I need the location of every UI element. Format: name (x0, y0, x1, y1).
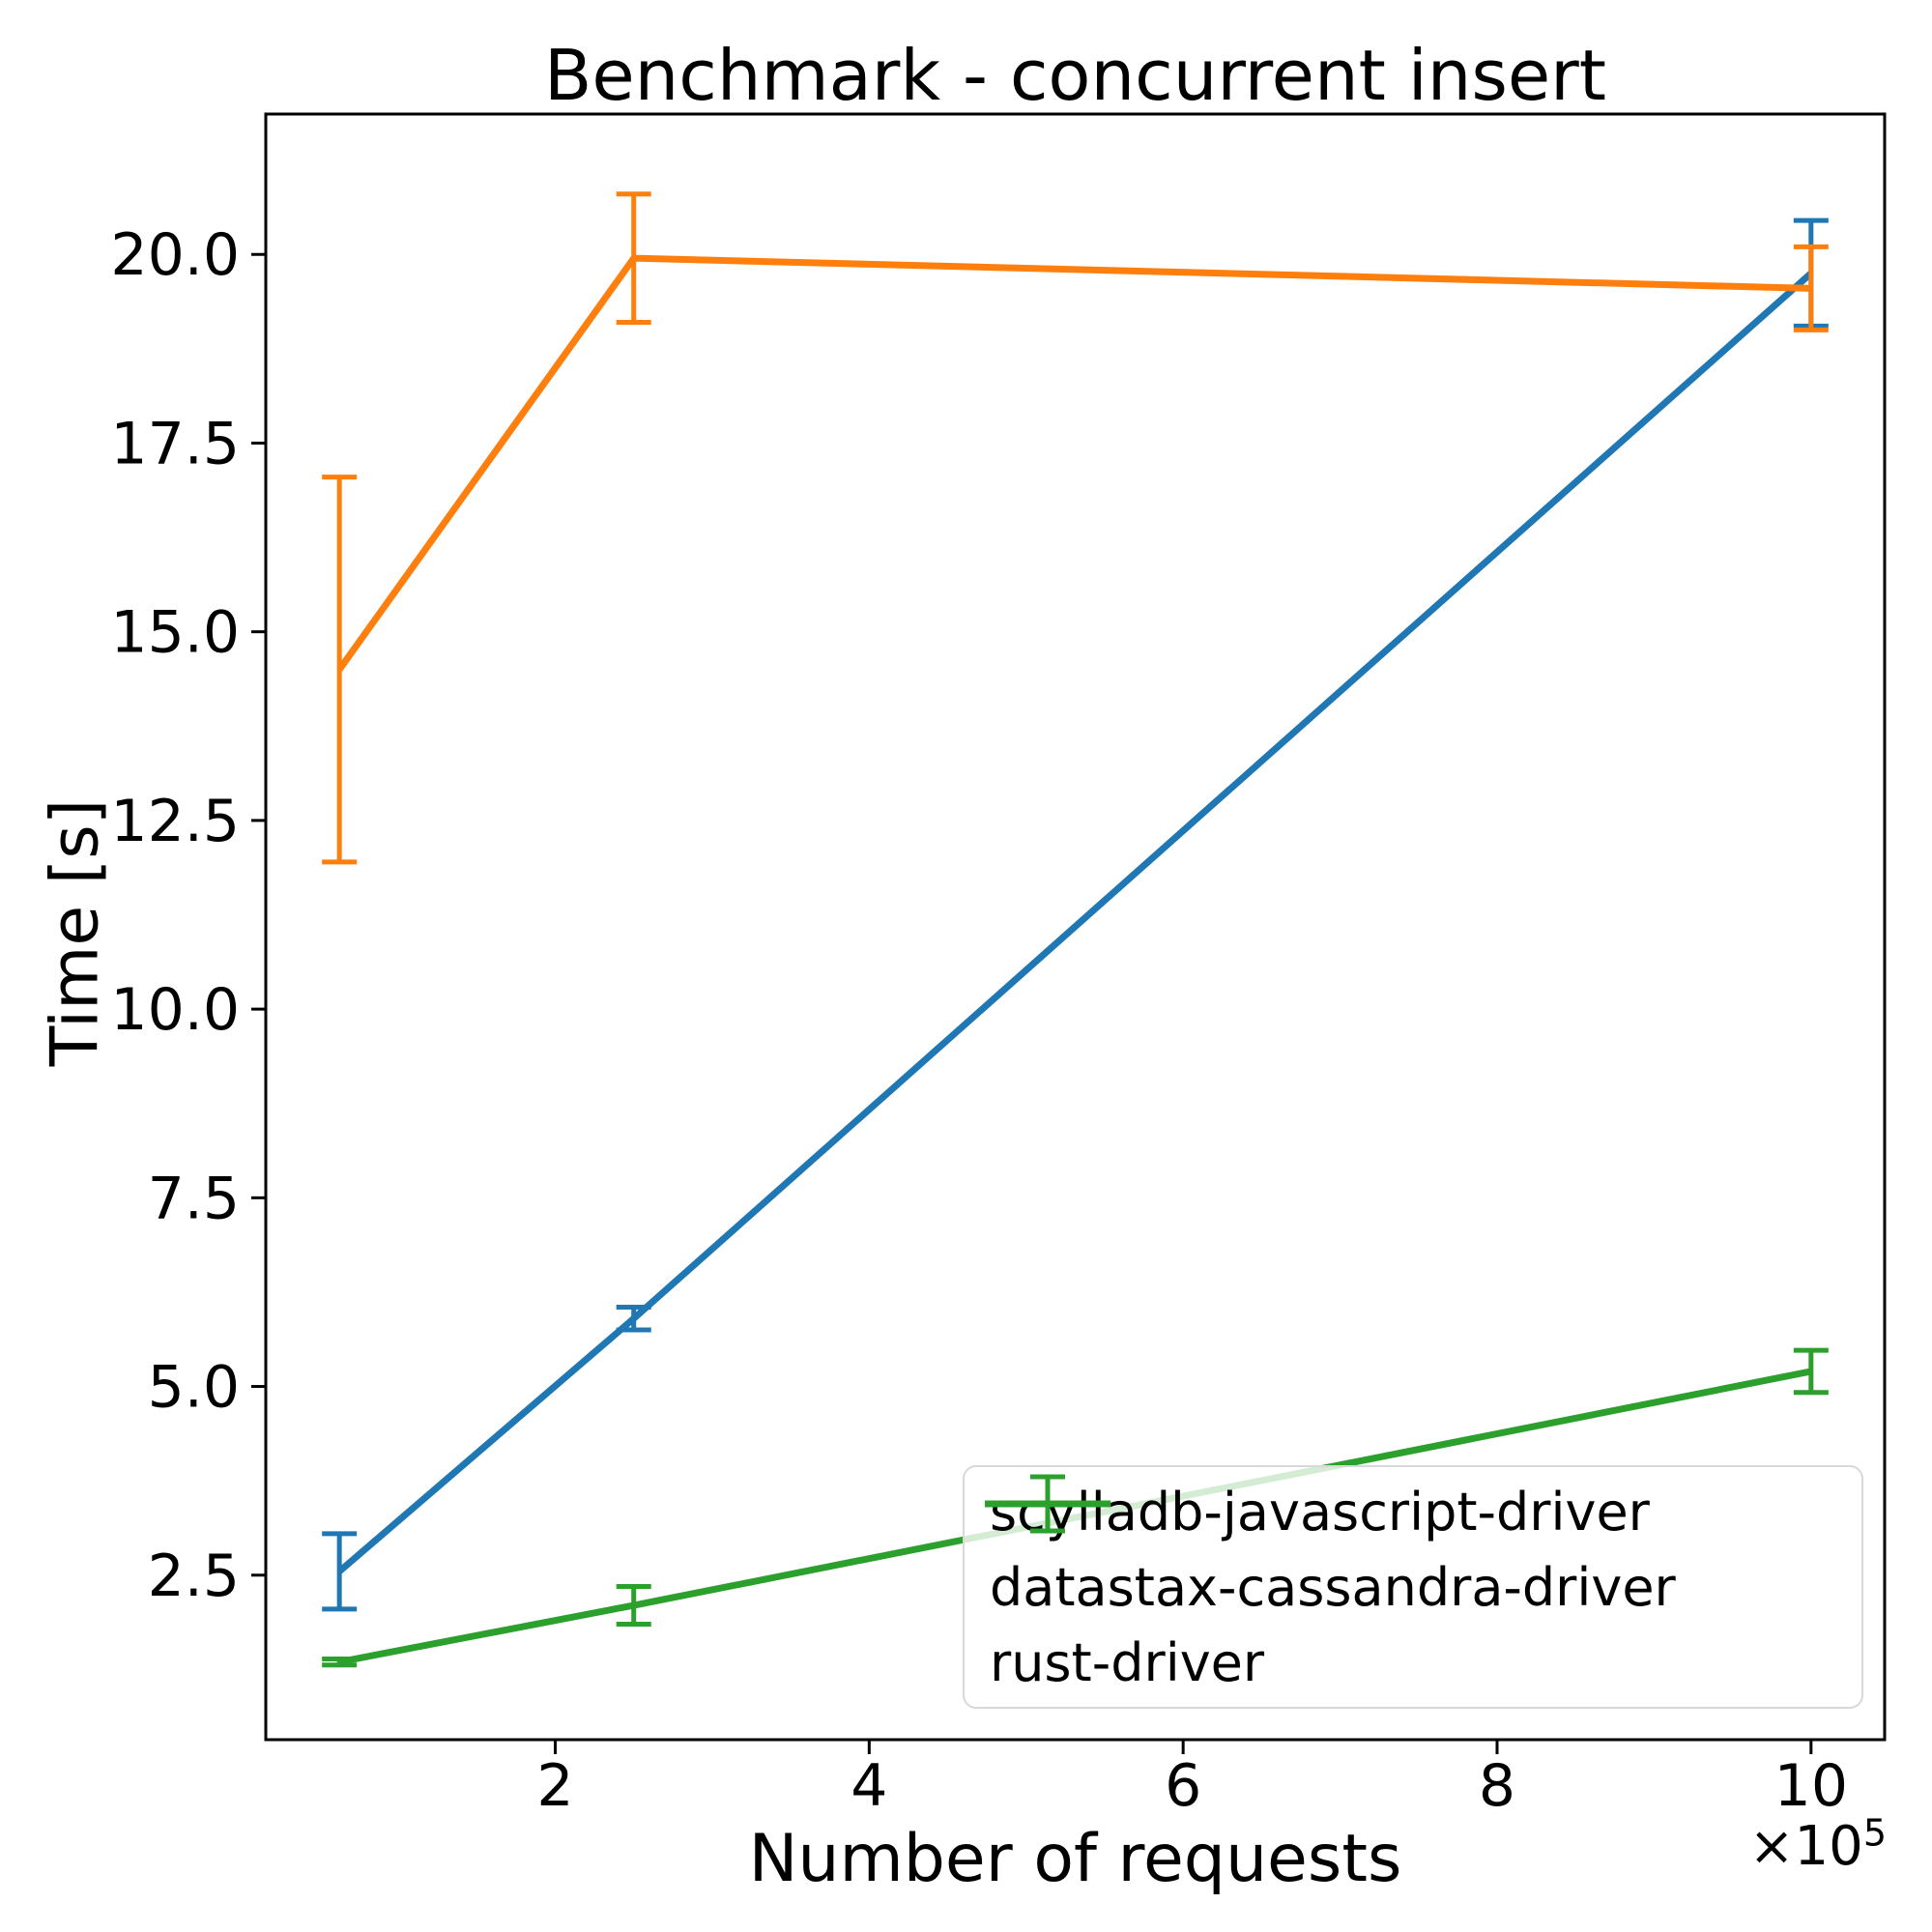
y-tick-label: 5.0 (148, 1354, 240, 1422)
x-tick-label: 2 (536, 1752, 573, 1820)
errorbar-rust-driver-0 (322, 1656, 358, 1668)
x-axis-multiplier-exponent: 5 (1862, 1811, 1887, 1855)
x-tick-label: 10 (1774, 1752, 1848, 1820)
series-line-scylladb-javascript-driver (336, 271, 1814, 1574)
errorbar-scylladb-javascript-driver-1 (616, 1305, 651, 1333)
legend-label: scylladb-javascript-driver (990, 1481, 1650, 1543)
x-tick-label: 8 (1479, 1752, 1515, 1820)
y-tick-label: 7.5 (148, 1165, 240, 1232)
x-tick-label: 6 (1165, 1752, 1201, 1820)
plot-border (264, 112, 1887, 1742)
legend-item-rust-driver: rust-driver (965, 1474, 1861, 1699)
y-tick-label: 15.0 (110, 599, 240, 667)
x-axis-multiplier: ×105 (1748, 1814, 1887, 1878)
legend: scylladb-javascript-driver datastax-cassa… (963, 1465, 1863, 1709)
x-tick-label: 4 (851, 1752, 887, 1820)
errorbar-rust-driver-2 (1793, 1347, 1829, 1396)
errorbar-datastax-cassandra-driver-2 (1793, 244, 1829, 332)
chart-title: Benchmark - concurrent insert (543, 35, 1607, 116)
errorbar-datastax-cassandra-driver-1 (616, 191, 651, 326)
legend-label: rust-driver (990, 1631, 1265, 1693)
legend-item-datastax-cassandra-driver: datastax-cassandra-driver (965, 1474, 1861, 1624)
y-tick-label: 17.5 (110, 410, 240, 477)
y-tick-label: 10.0 (110, 976, 240, 1044)
series-line-datastax-cassandra-driver (336, 254, 1811, 672)
x-axis-label: Number of requests (748, 1821, 1402, 1897)
y-tick-label: 12.5 (110, 788, 240, 855)
errorbar-scylladb-javascript-driver-0 (322, 1531, 358, 1612)
legend-label: datastax-cassandra-driver (990, 1556, 1676, 1618)
x-axis-multiplier-base: ×10 (1748, 1815, 1863, 1878)
y-tick-label: 20.0 (110, 221, 240, 289)
errorbar-datastax-cassandra-driver-0 (322, 475, 358, 865)
errorbar-rust-driver-1 (616, 1583, 651, 1628)
y-axis-label: Time [s] (37, 798, 114, 1067)
errorbar-marker-icon (985, 1474, 1110, 1534)
y-tick-label: 2.5 (148, 1543, 240, 1610)
